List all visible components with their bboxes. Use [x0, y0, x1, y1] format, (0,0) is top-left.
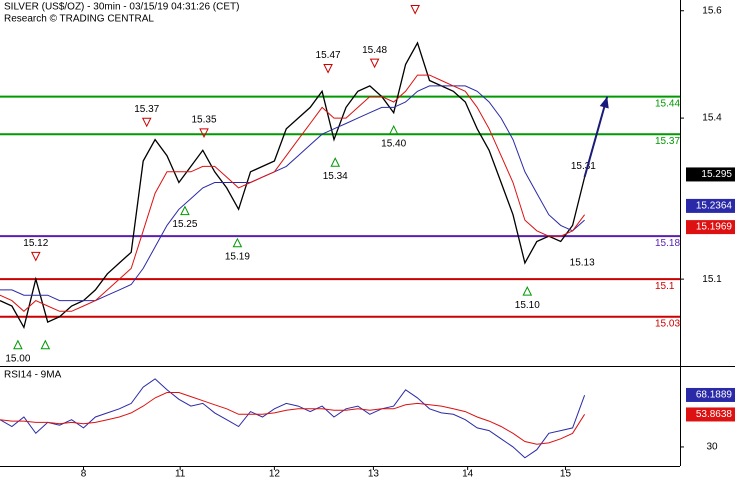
pivot-marker [388, 124, 399, 135]
level-label: 15.03 [655, 318, 680, 329]
x-tick-label: 15 [560, 469, 572, 480]
level-label: 15.37 [655, 136, 680, 147]
pivot-label: 15.34 [323, 171, 348, 182]
pivot-marker [180, 205, 190, 216]
chart-subtitle: Research © TRADING CENTRAL [4, 14, 154, 25]
pivot-marker [40, 339, 51, 350]
series-line [0, 74, 586, 312]
y-tick-label: 15.6 [702, 5, 722, 16]
last-value-label: 15.295 [701, 169, 732, 180]
x-tick-label: 8 [81, 469, 87, 480]
forecast-arrow [583, 96, 609, 178]
pivot-label: 15.47 [316, 50, 341, 61]
pivot-marker [369, 58, 380, 69]
last-value-label: 15.2364 [696, 201, 733, 212]
pivot-label: 15.40 [381, 139, 406, 150]
series-line [0, 41, 586, 330]
pivot-label: 15.48 [362, 45, 387, 56]
y-tick-label: 15.1 [702, 274, 722, 285]
pivot-label: 15.12 [23, 238, 48, 249]
x-tick-label: 11 [175, 469, 186, 480]
pivot-marker [141, 117, 152, 128]
last-value-badge [686, 198, 735, 213]
pivot-marker [13, 339, 23, 350]
series-line [0, 392, 586, 445]
last-value-label: 15.1969 [696, 222, 733, 233]
pivot-marker [410, 4, 420, 15]
level-label: 15.44 [655, 98, 680, 109]
pivot-label: 15.31 [571, 161, 596, 172]
last-value-label: 53.8638 [696, 409, 733, 420]
pivot-label: 15.00 [5, 353, 30, 364]
pivot-label: 15.37 [134, 104, 159, 115]
chart-title: SILVER (US$/OZ) - 30min - 03/15/19 04:31… [4, 2, 239, 13]
last-value-label: 68.1889 [696, 390, 733, 401]
pivot-label: 15.25 [172, 219, 197, 230]
series-line [0, 378, 586, 459]
forecast-arrow-head [599, 96, 609, 109]
last-value-badge [686, 387, 735, 402]
pivot-label: 15.35 [191, 115, 216, 126]
x-tick-label: 12 [269, 469, 281, 480]
pivot-label: 15.19 [225, 251, 250, 262]
y-tick-label: 15.4 [702, 113, 722, 124]
last-value-badge [686, 220, 735, 235]
pivot-marker [323, 64, 333, 74]
level-label: 15.1 [655, 281, 675, 292]
pivot-marker [30, 251, 41, 262]
last-value-badge [686, 167, 735, 182]
pivot-marker [330, 157, 341, 167]
level-label: 15.18 [655, 238, 680, 249]
x-tick-label: 14 [462, 469, 474, 480]
series-line [0, 85, 585, 302]
y-tick-label: 30 [706, 442, 718, 453]
pivot-label: 15.10 [515, 300, 540, 311]
rsi-title: RSI14 - 9MA [4, 370, 62, 381]
x-tick-label: 13 [368, 469, 380, 480]
last-value-badge [686, 407, 735, 422]
pivot-marker [232, 237, 243, 248]
pivot-label: 15.13 [570, 258, 595, 269]
pivot-marker [522, 285, 533, 296]
pivot-marker [199, 128, 209, 139]
